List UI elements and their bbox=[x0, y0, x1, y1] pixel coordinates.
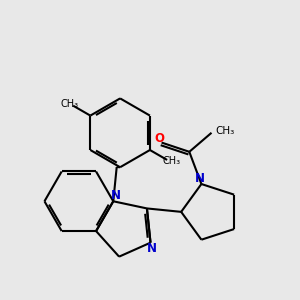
Text: CH₃: CH₃ bbox=[215, 126, 235, 136]
Text: CH₃: CH₃ bbox=[60, 99, 78, 110]
Text: N: N bbox=[194, 172, 204, 184]
Text: N: N bbox=[111, 190, 121, 202]
Text: CH₃: CH₃ bbox=[162, 156, 180, 166]
Text: N: N bbox=[147, 242, 157, 255]
Text: O: O bbox=[154, 132, 164, 145]
